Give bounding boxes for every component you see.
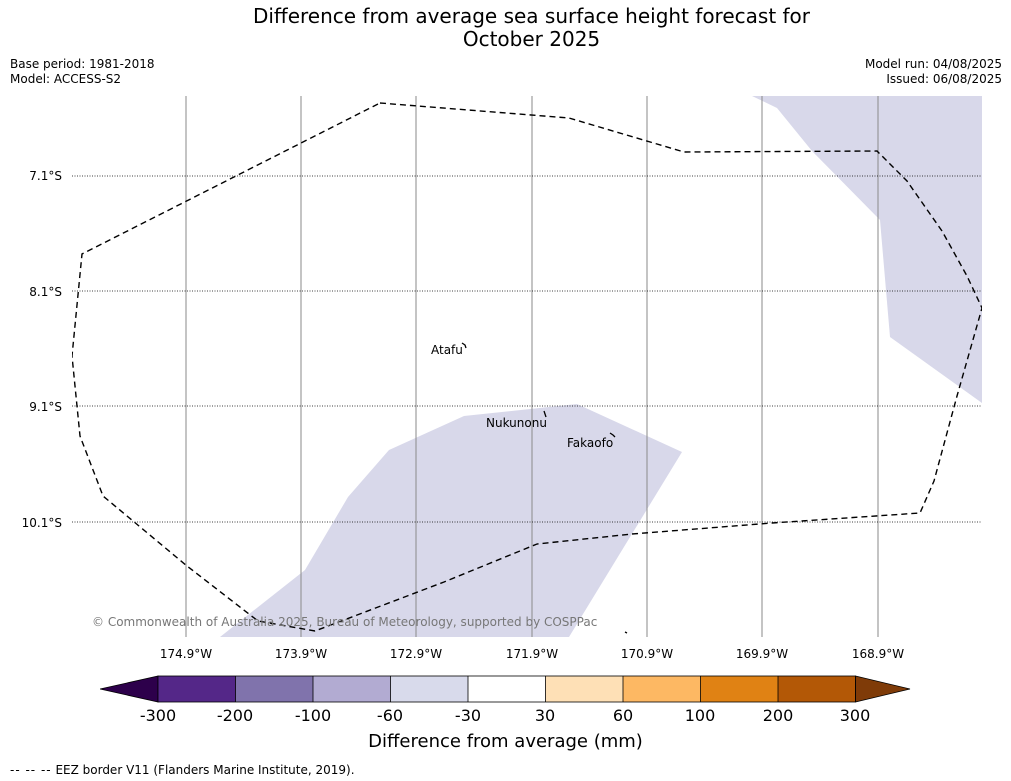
meta-left: Base period: 1981-2018 Model: ACCESS-S2	[10, 57, 155, 87]
map-title: Difference from average sea surface heig…	[0, 5, 1011, 51]
colorbar-tick-9: 300	[839, 706, 871, 725]
colorbar-tick-2: -100	[294, 706, 332, 725]
model-text: Model: ACCESS-S2	[10, 72, 122, 86]
nukunonu-label: Nukunonu	[486, 416, 547, 430]
colorbar	[100, 675, 911, 703]
lon-label-169-9: 169.9°W	[735, 647, 789, 661]
colorbar-tick-5: 30	[534, 706, 556, 725]
colorbar-segment-2	[235, 676, 313, 702]
lat-label-7-1: 7.1°S	[29, 169, 62, 183]
small-islet	[624, 631, 628, 634]
lat-label-8-1: 8.1°S	[29, 285, 62, 299]
lon-label-172-9: 172.9°W	[389, 647, 443, 661]
lat-label-9-1: 9.1°S	[29, 400, 62, 414]
colorbar-extend-high	[855, 675, 911, 703]
colorbar-segment-4	[390, 676, 468, 702]
map-title-line1: Difference from average sea surface heig…	[252, 4, 811, 28]
issued-text: Issued: 06/08/2025	[886, 72, 1002, 86]
colorbar-segments	[158, 676, 856, 702]
lon-label-174-9: 174.9°W	[159, 647, 213, 661]
colorbar-tick-7: 100	[684, 706, 716, 725]
footnote: -- -- -- EEZ border V11 (Flanders Marine…	[10, 763, 355, 777]
base-period-text: Base period: 1981-2018	[10, 57, 155, 71]
colorbar-segment-6	[545, 676, 623, 702]
model-run-text: Model run: 04/08/2025	[864, 57, 1002, 71]
colorbar-tick-0: -300	[139, 706, 177, 725]
colorbar-segment-5	[468, 676, 546, 702]
meta-right: Model run: 04/08/2025 Issued: 06/08/2025	[865, 57, 1002, 87]
colorbar-segment-1	[158, 676, 236, 702]
fakaofo-island	[609, 432, 616, 438]
colorbar-tick-3: -60	[376, 706, 404, 725]
fakaofo-label: Fakaofo	[567, 436, 613, 450]
lon-label-173-9: 173.9°W	[274, 647, 328, 661]
colorbar-tick-4: -30	[454, 706, 482, 725]
footnote-text: EEZ border V11 (Flanders Marine Institut…	[55, 763, 355, 777]
atafu-label: Atafu	[431, 343, 463, 357]
meridian-lines	[185, 96, 879, 637]
atafu-island	[461, 342, 467, 349]
colorbar-tick-6: 60	[612, 706, 634, 725]
colorbar-segment-3	[313, 676, 391, 702]
parallel-lines	[72, 175, 982, 523]
colorbar-segment-9	[778, 676, 856, 702]
colorbar-segment-7	[623, 676, 701, 702]
anomaly-region-south	[220, 404, 682, 637]
colorbar-title: Difference from average (mm)	[368, 731, 643, 752]
anomaly-region-east	[752, 96, 982, 403]
colorbar-dividers	[157, 675, 856, 703]
map-canvas: Atafu Nukunonu Fakaofo © Commonwealth of…	[72, 96, 982, 637]
colorbar-extend-low	[100, 675, 159, 703]
colorbar-tick-8: 200	[762, 706, 794, 725]
lon-label-168-9: 168.9°W	[851, 647, 905, 661]
lon-label-171-9: 171.9°W	[505, 647, 559, 661]
lon-label-170-9: 170.9°W	[620, 647, 674, 661]
lat-label-10-1: 10.1°S	[21, 516, 62, 530]
eez-border	[72, 102, 982, 632]
map-title-line2: October 2025	[462, 27, 601, 51]
nukunonu-island	[543, 410, 547, 418]
copyright-text: © Commonwealth of Australia 2025, Bureau…	[92, 615, 597, 629]
colorbar-tick-1: -200	[216, 706, 254, 725]
colorbar-segment-8	[700, 676, 778, 702]
footnote-dash-sample: -- -- --	[10, 763, 52, 777]
